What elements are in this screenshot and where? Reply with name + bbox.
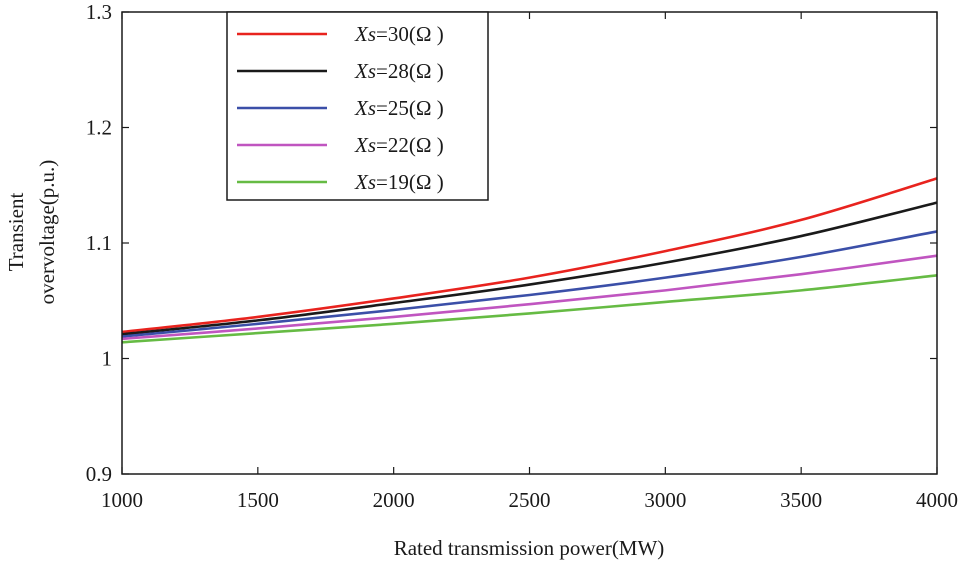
series-lines bbox=[121, 177, 938, 344]
y-axis-title-line-1: Transient bbox=[4, 193, 28, 272]
x-tick-labels: 1000 1500 2000 2500 3000 3500 4000 bbox=[101, 488, 958, 512]
series-line-3 bbox=[121, 230, 938, 338]
x-tick-label: 4000 bbox=[916, 488, 958, 512]
legend-entry: Xs=28(Ω ) bbox=[237, 59, 444, 83]
x-tick-label: 3500 bbox=[780, 488, 822, 512]
legend-label: Xs=28(Ω ) bbox=[354, 59, 444, 83]
legend-entry: Xs=25(Ω ) bbox=[237, 96, 444, 120]
legend-entry: Xs=19(Ω ) bbox=[237, 170, 444, 194]
legend-label: Xs=30(Ω ) bbox=[354, 22, 444, 46]
plot-frame bbox=[121, 11, 938, 475]
legend-label: Xs=22(Ω ) bbox=[354, 133, 444, 157]
series-line-4 bbox=[121, 254, 938, 341]
x-tick-label: 2500 bbox=[509, 488, 551, 512]
series-line-1 bbox=[121, 177, 938, 334]
y-axis-title-line-2: overvoltage(p.u.) bbox=[35, 160, 59, 305]
y-tick-label: 1.3 bbox=[86, 0, 112, 24]
series-line-5 bbox=[121, 274, 938, 344]
x-axis-title: Rated transmission power(MW) bbox=[394, 536, 665, 560]
x-tick-label: 1000 bbox=[101, 488, 143, 512]
legend-label: Xs=19(Ω ) bbox=[354, 170, 444, 194]
y-tick-label: 1.2 bbox=[86, 116, 112, 140]
x-tick-label: 3000 bbox=[644, 488, 686, 512]
y-tick-label: 1 bbox=[102, 347, 113, 371]
y-tick-labels: 0.9 1 1.1 1.2 1.3 bbox=[86, 0, 112, 486]
y-tick-label: 0.9 bbox=[86, 462, 112, 486]
x-tick-label: 2000 bbox=[373, 488, 415, 512]
legend: Xs=30(Ω ) Xs=28(Ω ) Xs=25(Ω ) Xs=22(Ω ) Xs=1… bbox=[226, 11, 489, 201]
y-tick-label: 1.1 bbox=[86, 231, 112, 255]
legend-label: Xs=25(Ω ) bbox=[354, 96, 444, 120]
legend-box bbox=[226, 11, 489, 201]
x-tick-label: 1500 bbox=[237, 488, 279, 512]
legend-entry: Xs=22(Ω ) bbox=[237, 133, 444, 157]
legend-entry: Xs=30(Ω ) bbox=[237, 22, 444, 46]
series-line-2 bbox=[121, 201, 938, 336]
y-axis-title: Transient overvoltage(p.u.) bbox=[4, 160, 59, 305]
